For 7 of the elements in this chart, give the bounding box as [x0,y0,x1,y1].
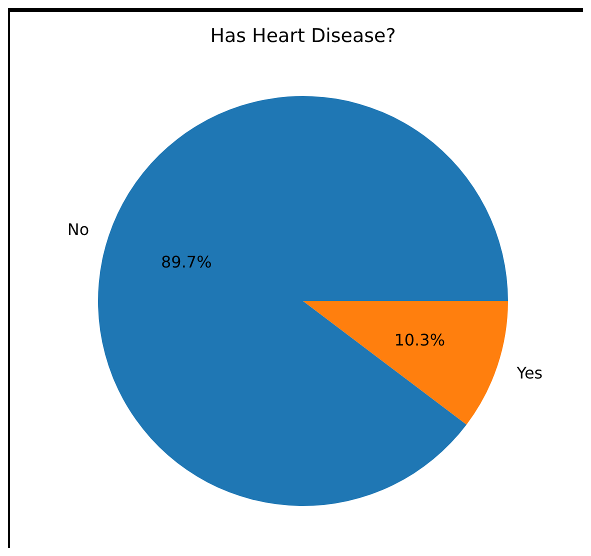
slice-label: No [67,220,90,239]
chart-title: Has Heart Disease? [210,25,396,47]
slice-label: Yes [516,363,543,382]
pie-slice [98,96,508,506]
data-label: 10.3% [394,330,446,350]
data-label: 89.7% [160,252,212,272]
pie-slice [303,301,508,425]
